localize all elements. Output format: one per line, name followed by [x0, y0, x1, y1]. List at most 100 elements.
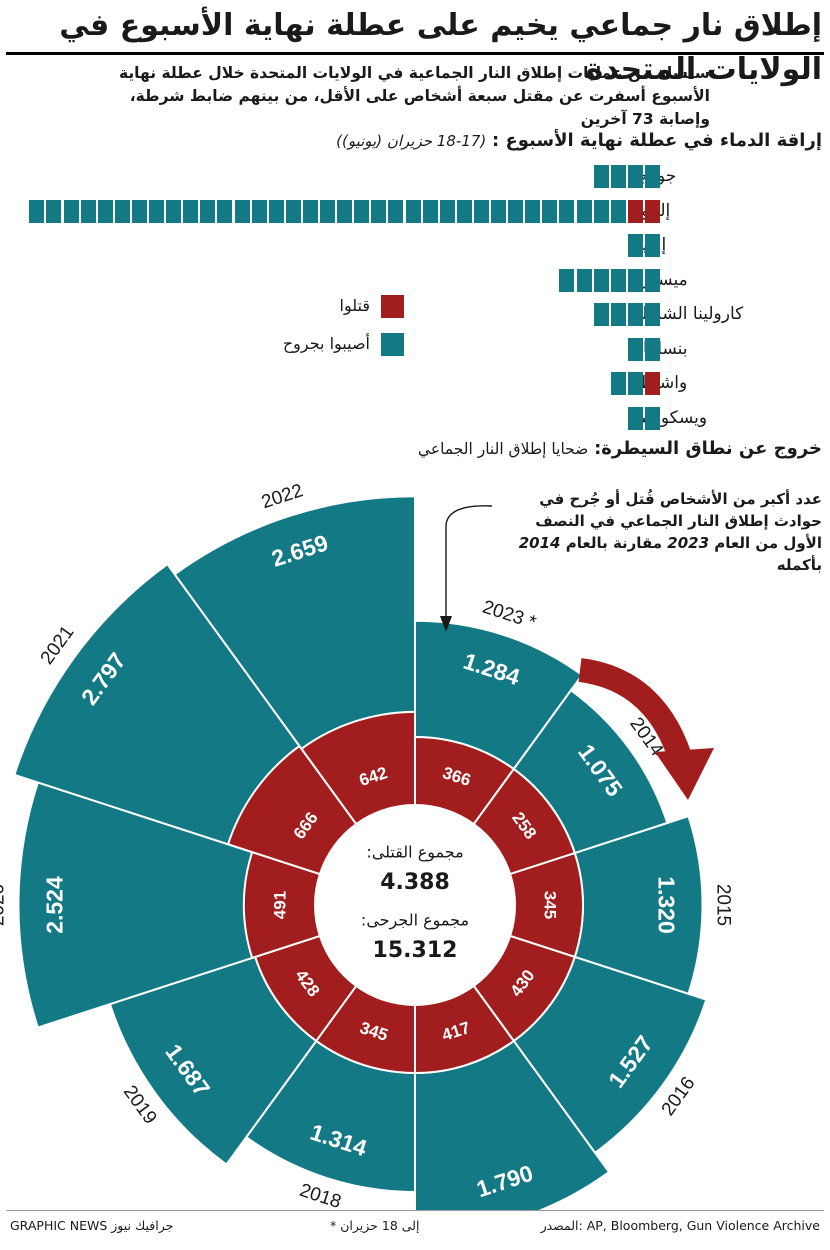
year-label: 2018	[297, 1180, 344, 1210]
footnote-text: * إلى 18 حزيران	[330, 1218, 420, 1233]
legend-killed-swatch	[381, 295, 404, 318]
injured-unit-bar	[559, 268, 575, 292]
injured-unit-bar	[610, 199, 626, 223]
injured-unit-bar	[131, 199, 147, 223]
injured-unit-bar	[302, 199, 318, 223]
note-pointer-arrow-icon	[440, 616, 452, 632]
injured-unit-bar	[422, 199, 438, 223]
note-text-b: مقارنة بالعام	[565, 534, 663, 552]
week-section-heading: إراقة الدماء في عطلة نهاية الأسبوع : (17…	[8, 128, 822, 154]
injured-unit-bar	[439, 199, 455, 223]
weekend-bar-chart: جورجياإلينويإندياناميسوريكارولينا الشمال…	[0, 160, 830, 430]
week-heading-text: إراقة الدماء في عطلة نهاية الأسبوع :	[491, 130, 822, 151]
injured-unit-bar	[183, 199, 199, 223]
injured-unit-bar	[491, 199, 506, 223]
note-year-b: 2014	[518, 534, 561, 552]
injured-unit-bar	[610, 372, 626, 395]
injured-unit-bar	[576, 199, 592, 223]
trend-arrow-icon	[578, 658, 696, 774]
injured-unit-bar	[593, 199, 609, 223]
injured-unit-bar	[354, 199, 370, 223]
injured-unit-bar	[627, 303, 643, 326]
injured-unit-bar	[149, 199, 164, 223]
total-injured-label: مجموع الجرحى:	[361, 911, 469, 931]
injured-unit-bar	[251, 199, 267, 223]
killed-unit-bar	[627, 199, 643, 223]
legend-injured-label: أصيبوا بجروح	[282, 334, 370, 353]
killed-value-label: 345	[541, 891, 560, 919]
killed-sector	[300, 710, 416, 826]
injured-unit-bar	[337, 199, 353, 223]
injured-unit-bar	[627, 165, 643, 188]
injured-unit-bar	[627, 406, 643, 430]
subtitle: سلسلة من عمليات إطلاق النار الجماعية في …	[118, 64, 710, 128]
killed-unit-bar	[644, 199, 660, 223]
center-hub	[317, 807, 513, 1003]
injured-unit-bar	[593, 268, 609, 292]
year-label: 2020	[0, 884, 8, 926]
injured-unit-bar	[29, 199, 45, 223]
trend-arrow-head-icon	[655, 748, 714, 800]
note-pointer-line	[445, 505, 493, 620]
total-killed-label: مجموع القتلى:	[366, 843, 463, 863]
ring-heading-text: خروج عن نطاق السيطرة:	[594, 438, 822, 459]
note-year-a: 2023	[667, 534, 710, 552]
injured-unit-bar	[473, 199, 489, 223]
injured-unit-bar	[644, 303, 660, 326]
annotation-note: عدد أكبر من الأشخاص قُتل أو جُرح في حواد…	[492, 488, 822, 576]
injured-unit-bar	[644, 337, 660, 361]
injured-unit-bar	[388, 199, 404, 223]
injured-unit-bar	[576, 268, 592, 292]
injured-unit-bar	[627, 234, 643, 257]
injured-unit-bar	[166, 199, 182, 223]
injured-value-label: 1.320	[653, 876, 679, 934]
injured-unit-bar	[627, 268, 643, 292]
injured-unit-bar	[200, 199, 216, 223]
injured-unit-bar	[268, 199, 284, 223]
injured-unit-bar	[627, 337, 643, 361]
injured-unit-bar	[97, 199, 113, 223]
legend-injured-swatch	[381, 333, 404, 356]
source-text: المصدر: AP, Bloomberg, Gun Violence Arch…	[540, 1218, 820, 1233]
title-rule	[6, 52, 824, 55]
year-label: 2023 *	[480, 597, 539, 634]
injured-unit-bar	[405, 199, 421, 223]
year-label: 2022	[259, 480, 306, 513]
injured-unit-bar	[114, 199, 130, 223]
injured-unit-bar	[285, 199, 301, 223]
injured-unit-bar	[644, 268, 660, 292]
injured-unit-bar	[593, 303, 609, 326]
injured-unit-bar	[610, 303, 626, 326]
injured-unit-bar	[508, 199, 524, 223]
injured-unit-bar	[80, 199, 96, 223]
injured-unit-bar	[371, 199, 387, 223]
killed-value-label: 491	[270, 891, 289, 919]
note-text-a: عدد أكبر من الأشخاص قُتل أو جُرح في حواد…	[535, 490, 822, 552]
injured-unit-bar	[644, 165, 660, 188]
injured-unit-bar	[610, 165, 626, 188]
injured-unit-bar	[525, 199, 541, 223]
injured-unit-bar	[320, 199, 335, 223]
week-heading-dates: (17-18 حزيران (يونيو))	[336, 132, 487, 150]
injured-unit-bar	[559, 199, 575, 223]
killed-unit-bar	[644, 372, 660, 395]
ring-subheading-text: ضحايا إطلاق النار الجماعي	[417, 440, 589, 458]
page-title: إطلاق نار جماعي يخيم على عطلة نهاية الأس…	[59, 8, 822, 87]
injured-unit-bar	[644, 406, 660, 430]
ring-section-heading: خروج عن نطاق السيطرة: ضحايا إطلاق النار …	[8, 436, 822, 462]
legend-killed-label: قتلوا	[339, 296, 370, 315]
injured-unit-bar	[593, 165, 609, 188]
injured-unit-bar	[644, 234, 660, 257]
year-label: 2015	[713, 884, 734, 926]
footer-rule	[6, 1210, 824, 1211]
note-text-c: بأكمله	[776, 556, 822, 574]
injured-unit-bar	[63, 199, 79, 223]
injured-unit-bar	[627, 372, 643, 395]
injured-unit-bar	[542, 199, 558, 223]
injured-unit-bar	[217, 199, 233, 223]
injured-unit-bar	[46, 199, 62, 223]
injured-unit-bar	[234, 199, 250, 223]
credit-text: GRAPHIC NEWS جرافيك نيوز	[10, 1218, 174, 1233]
total-injured-value: 15.312	[373, 938, 458, 963]
